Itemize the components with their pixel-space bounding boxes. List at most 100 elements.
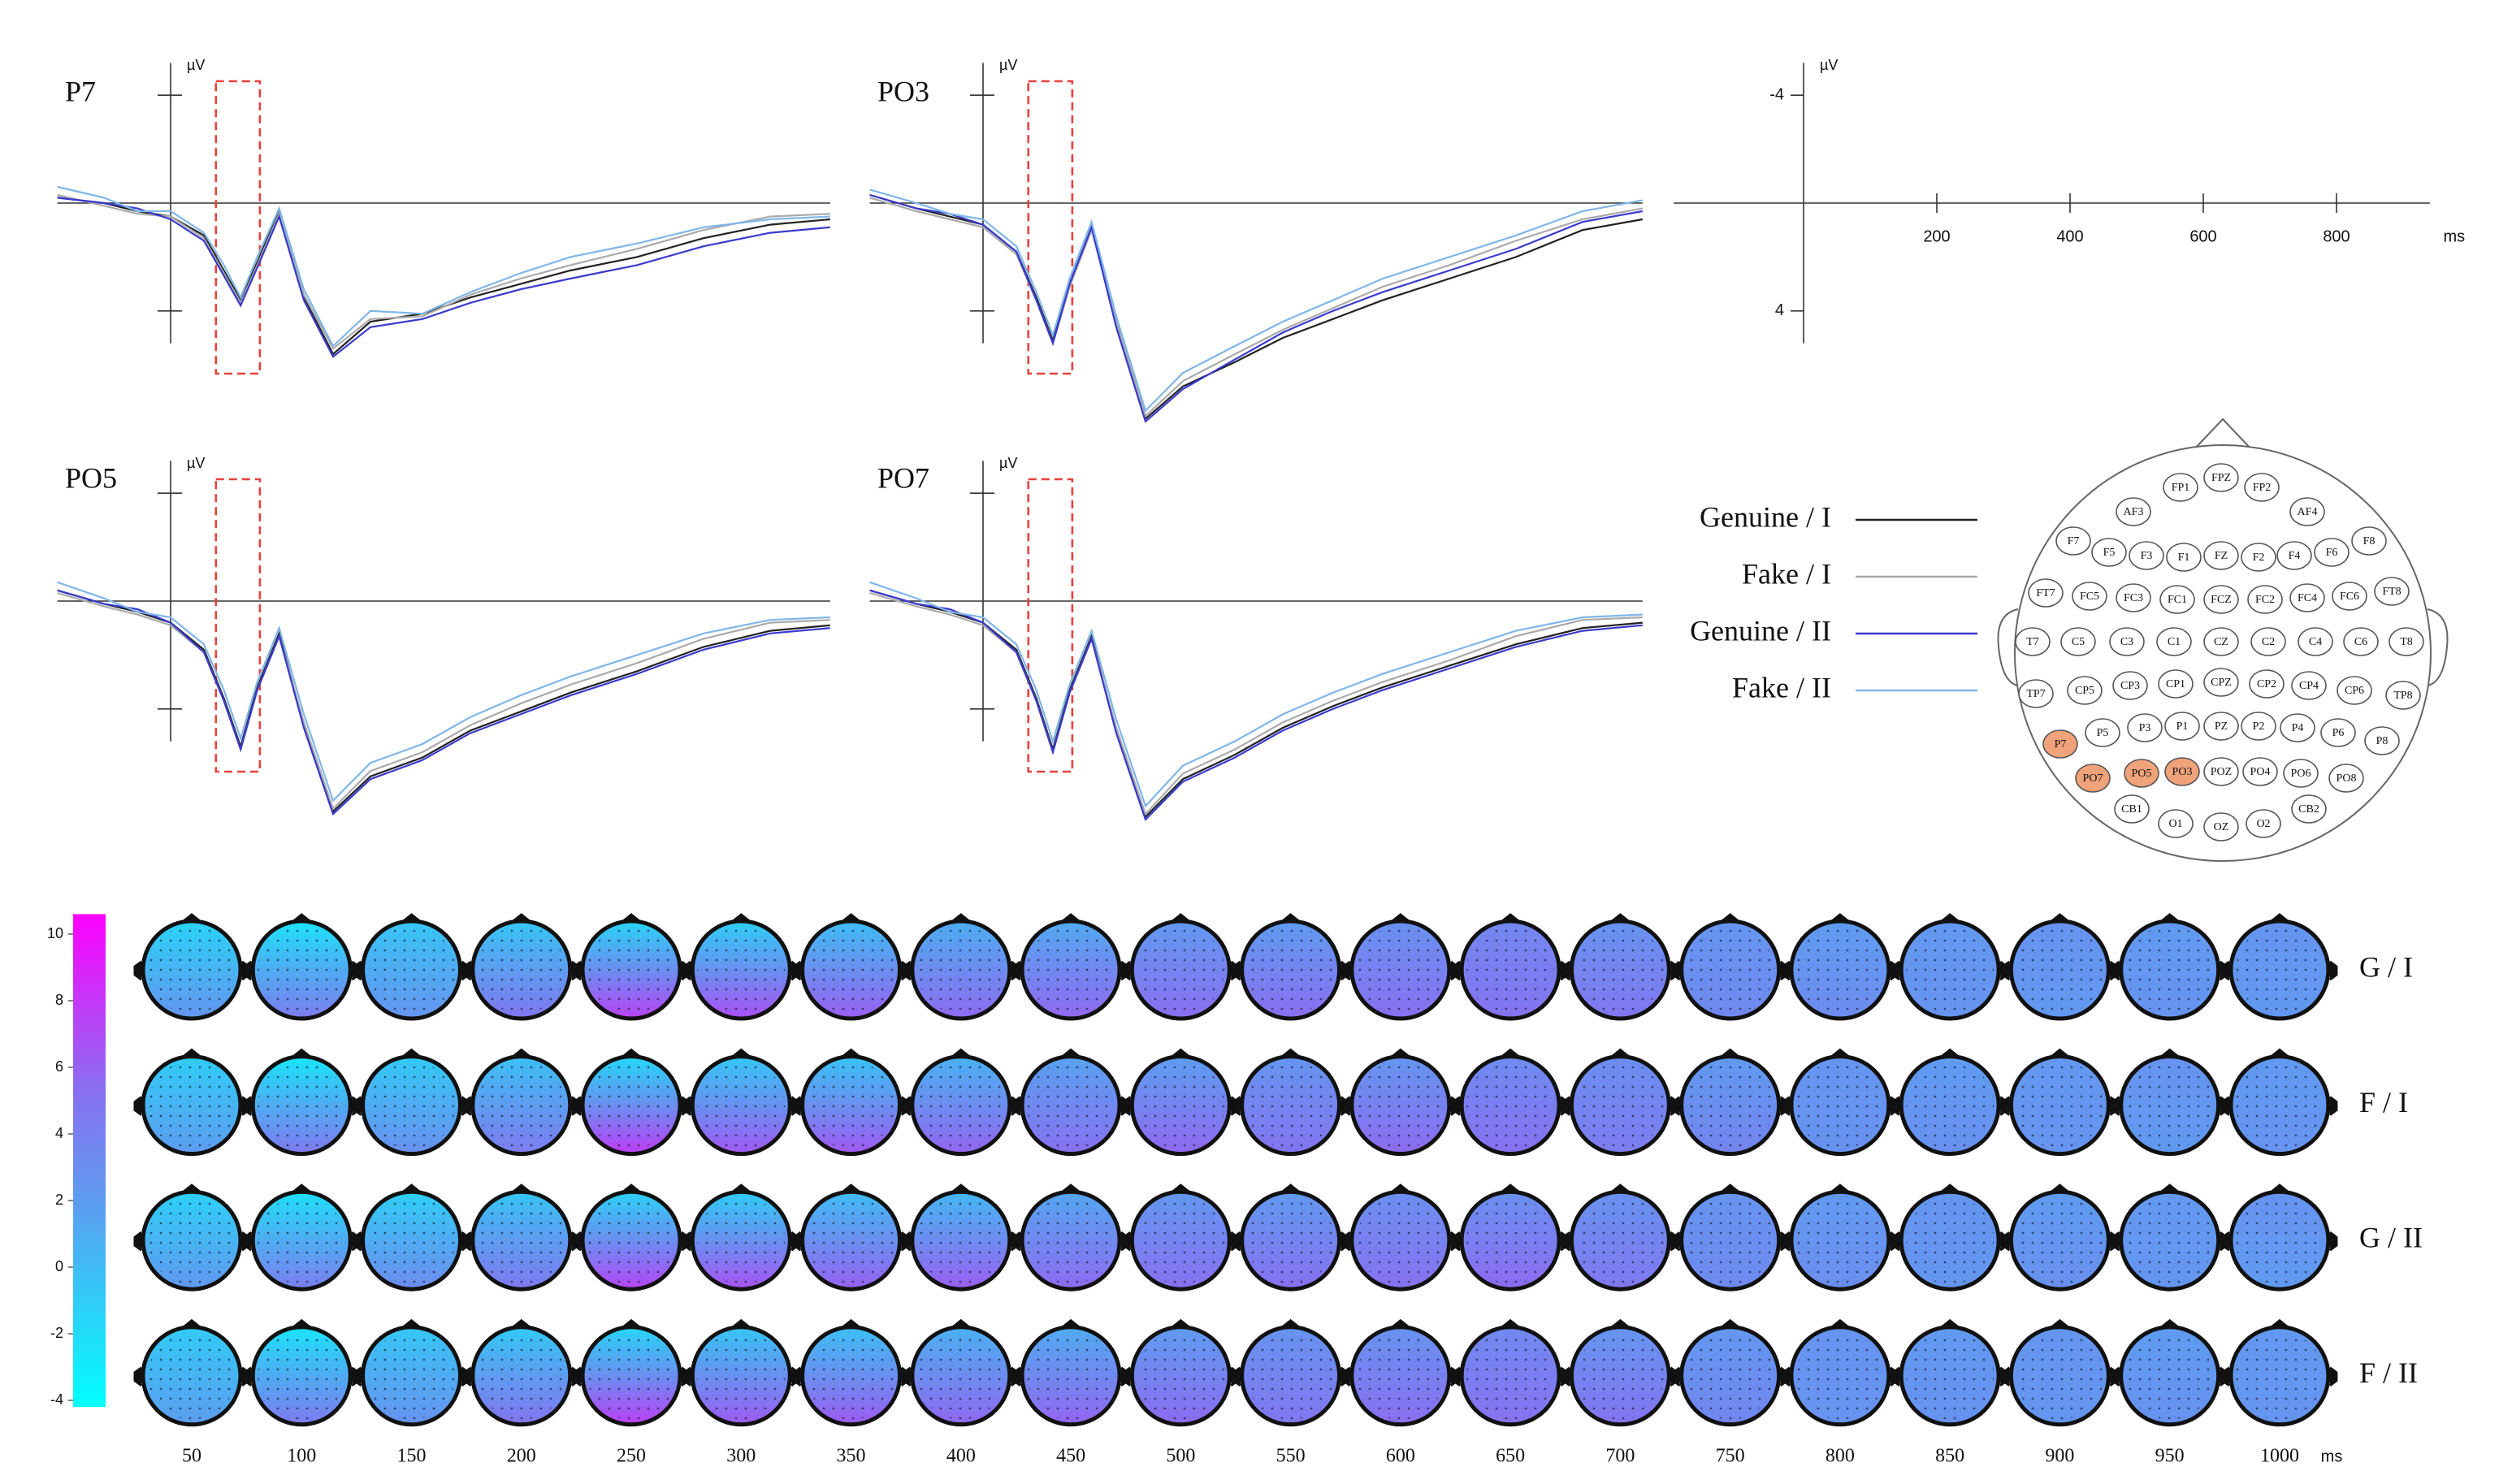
electrode-label: F5 [2103,547,2116,559]
electrode-label: FP1 [2172,482,2190,494]
electrode-label: F8 [2363,535,2376,547]
time-label: 850 [1935,1446,1964,1467]
electrode [2166,543,2202,572]
electrode [2291,671,2327,700]
time-window [1027,478,1074,773]
topomap-electrodes [1356,1061,1444,1149]
electrode [2250,627,2286,656]
electrode [2374,577,2410,606]
electrode [2385,681,2421,710]
topomap-electrodes [1906,1061,1994,1149]
head-nose [2193,418,2253,451]
electrode-label: F4 [2289,550,2301,562]
topomap-electrodes [807,1196,895,1285]
electrode-label: F6 [2326,547,2338,559]
electrode-label: T7 [2026,636,2039,648]
erp-line [57,193,830,350]
electrode [2028,578,2064,608]
y-tick-label: -4 [1769,85,1784,103]
topomap-electrodes [477,926,565,1014]
topomap-electrodes [1795,1061,1884,1149]
topomap-electrodes [148,926,236,1014]
topomap-electrodes [2235,1331,2324,1420]
electrode-label: P2 [2253,720,2265,733]
topomap-electrodes [1795,1196,1884,1285]
electrode [2072,582,2107,611]
topomap-electrodes [148,1196,236,1285]
electrode-label: CB2 [2298,803,2319,816]
electrode [2289,583,2325,612]
topomap-electrodes [916,926,1005,1014]
topomap-electrodes [1027,926,1115,1014]
electrode-label: O1 [2168,818,2182,830]
topomap-electrodes [148,1331,236,1420]
colorbar-tick-label: -4 [50,1391,63,1408]
electrode [2298,627,2333,656]
topomap-electrodes [1906,1196,1994,1285]
legend-label: Genuine / I [1700,500,1831,533]
topomap-electrodes [916,1061,1005,1149]
topomap-electrodes [1356,1196,1444,1285]
time-label: 50 [182,1446,201,1467]
topomap-electrodes [367,1331,456,1420]
electrode-label: C5 [2072,636,2085,648]
topomap-electrodes [477,1196,565,1285]
electrode [2332,582,2367,611]
colorbar-tick-label: 0 [55,1258,63,1274]
y-tick-label: 4 [1775,301,1784,319]
panel-title: PO3 [877,75,929,107]
time-label: 300 [726,1446,756,1467]
topomap-electrodes [1686,1331,1774,1420]
electrode-label: CZ [2214,636,2228,648]
time-label: 250 [617,1446,646,1467]
topomap-electrodes [1137,1061,1225,1149]
topomap-electrodes [1906,1331,1994,1420]
row-label: G / II [2359,1221,2423,1253]
electrode [2112,671,2148,700]
electrode-label: FC2 [2255,594,2275,606]
y-unit: µV [187,455,205,471]
topomap-electrodes [148,1061,236,1149]
electrode-label: P7 [2055,738,2067,751]
time-label: 800 [1826,1446,1855,1467]
topomap-electrodes [258,1331,346,1420]
electrode [2091,538,2127,567]
topomap-electrodes [1466,1061,1555,1149]
topomap-electrodes [2125,926,2214,1014]
topomap-electrodes [367,926,456,1014]
topomap-electrodes [1576,926,1665,1014]
electrode-label: FT8 [2382,586,2401,598]
topomap-electrodes [697,1061,786,1149]
time-window [214,478,262,773]
time-label: 650 [1496,1446,1525,1467]
electrode [2241,543,2276,572]
electrode [2241,712,2276,741]
topomap-electrodes [1686,1061,1774,1149]
colorbar-tick-label: 10 [47,925,63,941]
electrode [2247,585,2283,614]
electrode-label: POZ [2211,766,2232,778]
y-unit: µV [999,57,1017,73]
topomap-electrodes [1027,1196,1115,1285]
topomap-electrodes [1027,1061,1115,1149]
y-unit: µV [1820,57,1838,73]
time-label: 350 [837,1446,866,1467]
topomap-electrodes [1137,926,1225,1014]
electrode-label: FCZ [2211,594,2232,606]
x-tick-label: 400 [2056,227,2083,245]
topomap-electrodes [2235,926,2324,1014]
electrode [2042,729,2078,759]
electrode [2116,497,2151,526]
colorbar-tick-label: 4 [55,1125,63,1141]
time-label: 200 [507,1446,536,1467]
electrode [2203,585,2239,614]
topomap-ears [2221,1318,2338,1387]
topomap-electrodes [258,1196,346,1285]
topomap-electrodes [587,1331,676,1420]
electrode [2283,759,2319,788]
topomap-ears [2221,1048,2338,1116]
electrode [2067,676,2103,705]
electrode-label: C1 [2168,636,2181,648]
electrode [2158,669,2194,699]
electrode-label: PO4 [2250,766,2271,778]
